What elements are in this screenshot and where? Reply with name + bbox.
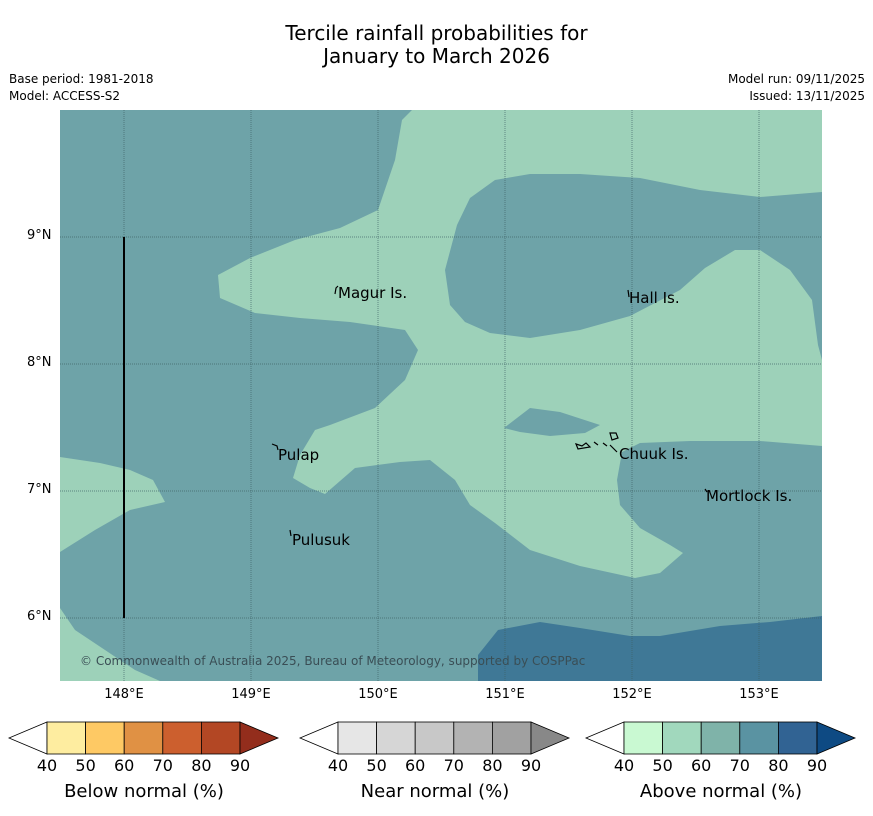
colorbar-below-segment-4: [162, 721, 202, 755]
colorbar-above-tick-40: 40: [613, 756, 635, 775]
meta-left: Base period: 1981-2018 Model: ACCESS-S2: [9, 71, 154, 105]
colorbar-below-segment-1: [46, 721, 86, 755]
colorbar-below-max-arrow: [239, 721, 280, 755]
colorbar-near-segment-5: [491, 721, 532, 755]
colorbar-near-min-arrow: [298, 721, 339, 755]
lon-label-148e: 148°E: [104, 687, 144, 702]
colorbar-near-tick-60: 60: [405, 756, 426, 775]
colorbar-below-tick-80: 80: [191, 756, 212, 775]
island-chuuk: [574, 432, 619, 453]
colorbar-near-segment-3: [414, 721, 455, 755]
island-pulap: [271, 443, 279, 451]
colorbar-title-below: Below normal (%): [64, 781, 224, 802]
lon-label-152e: 152°E: [612, 687, 652, 702]
place-hall: Hall Is.: [629, 289, 680, 307]
region-above-60-70-island: [504, 408, 600, 436]
colorbar-near-tick-80: 80: [482, 756, 503, 775]
colorbar-near-segment-2: [376, 721, 416, 755]
model-name: Model: ACCESS-S2: [9, 89, 121, 103]
region-above-40-50-left: [60, 457, 165, 552]
island-outlines: [271, 285, 708, 537]
lat-label-9n: 9°N: [27, 228, 52, 243]
title-line-2: January to March 2026: [323, 44, 550, 68]
island-magur: [334, 285, 339, 295]
base-period: Base period: 1981-2018: [9, 72, 154, 86]
colorbar-near-tick-40: 40: [327, 756, 349, 775]
region-above-40-50-bottomleft: [60, 608, 160, 681]
lat-label-8n: 8°N: [27, 355, 52, 370]
colorbar-below-segment-5: [200, 721, 241, 755]
colorbar-above-tick-70: 70: [729, 756, 750, 775]
colorbar-above-min-arrow: [584, 721, 625, 755]
colorbar-below-tick-40: 40: [36, 756, 58, 775]
colorbar-below-tick-50: 50: [75, 756, 96, 775]
colorbar-above-segment-5: [778, 721, 818, 755]
region-above-70-80: [478, 616, 822, 681]
lon-label-153e: 153°E: [739, 687, 779, 702]
colorbar-above-segment-3: [700, 721, 741, 755]
colorbar-above-segment-4: [739, 721, 779, 755]
island-pulusuk: [289, 529, 292, 537]
island-hall: [627, 289, 630, 298]
colorbar-near-segment-4: [453, 721, 493, 755]
graticule: [60, 110, 822, 681]
colorbar-above-segment-2: [662, 721, 702, 755]
colorbar-above-tick-90: 90: [806, 756, 828, 775]
colorbar-below-segment-3: [123, 721, 164, 755]
lon-label-150e: 150°E: [358, 687, 398, 702]
title-line-1: Tercile rainfall probabilities for: [285, 21, 588, 45]
chart-title: Tercile rainfall probabilities for Janua…: [0, 22, 873, 68]
region-above-40-50-main: [218, 110, 822, 578]
map-area: [60, 110, 822, 681]
place-magur: Magur Is.: [338, 284, 408, 302]
colorbar-below-tick-60: 60: [114, 756, 135, 775]
copyright-text: © Commonwealth of Australia 2025, Bureau…: [80, 654, 586, 668]
place-mortlock: Mortlock Is.: [706, 487, 793, 505]
colorbar-below-tick-70: 70: [152, 756, 173, 775]
colorbar-below-segment-2: [85, 721, 125, 755]
model-run: Model run: 09/11/2025: [727, 72, 865, 86]
colorbar-above-segment-1: [623, 721, 663, 755]
colorbar-above-max-arrow: [816, 721, 857, 755]
colorbar-near-tick-70: 70: [443, 756, 464, 775]
island-mortlock: [704, 488, 708, 493]
colorbar-near-tick-50: 50: [366, 756, 387, 775]
lon-label-151e: 151°E: [485, 687, 525, 702]
colorbar-near-tick-90: 90: [520, 756, 542, 775]
lat-label-7n: 7°N: [27, 482, 52, 497]
colorbar-title-near: Near normal (%): [360, 781, 510, 802]
meta-right: Model run: 09/11/2025 Issued: 13/11/2025: [728, 71, 865, 105]
place-chuuk: Chuuk Is.: [619, 445, 689, 463]
colorbar-title-above: Above normal (%): [639, 781, 803, 802]
colorbar-above-tick-60: 60: [691, 756, 712, 775]
place-pulusuk: Pulusuk: [292, 531, 350, 549]
colorbar-above-tick-50: 50: [652, 756, 673, 775]
lon-label-149e: 149°E: [231, 687, 271, 702]
colorbar-near-segment-1: [337, 721, 377, 755]
colorbar-below-tick-90: 90: [229, 756, 251, 775]
lat-label-6n: 6°N: [27, 609, 52, 624]
colorbar-below-min-arrow: [7, 721, 48, 755]
place-pulap: Pulap: [278, 446, 320, 464]
colorbar-near-max-arrow: [530, 721, 571, 755]
colorbar-above-tick-80: 80: [768, 756, 789, 775]
issued-date: Issued: 13/11/2025: [749, 89, 865, 103]
